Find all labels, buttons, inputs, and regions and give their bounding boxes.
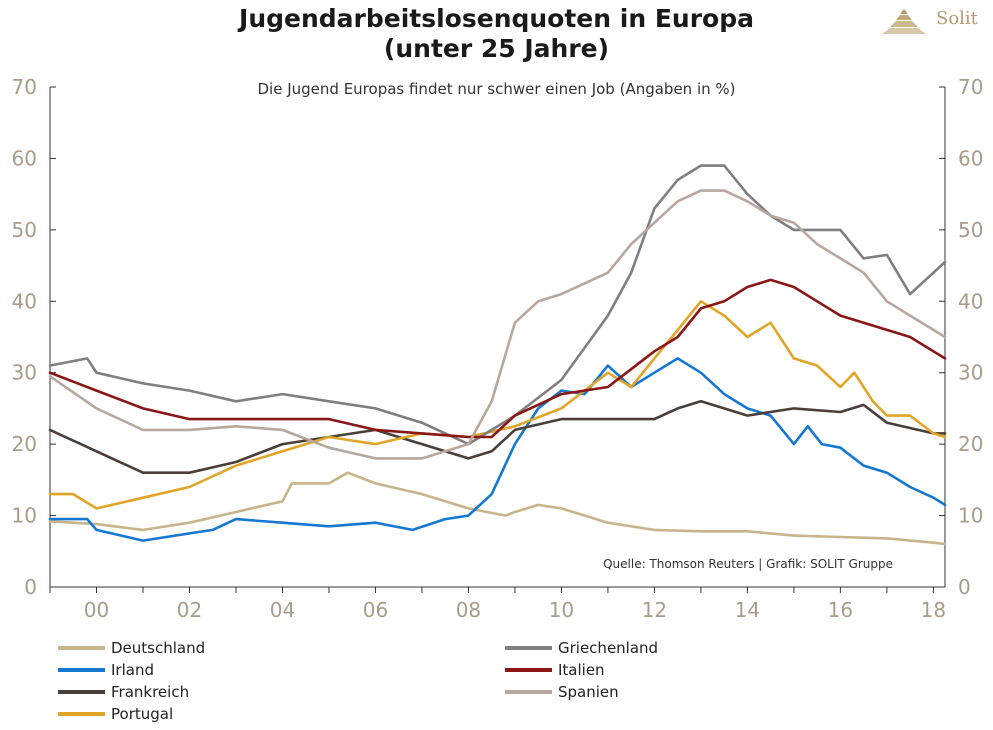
- y-tick-label-right: 20: [958, 432, 983, 456]
- y-tick-label-left: 20: [12, 432, 37, 456]
- legend-label: Portugal: [111, 705, 174, 723]
- chart-legend: Deutschland Irland Frankreich Portugal Griec…: [0, 636, 993, 730]
- chart-title-line2: (unter 25 Jahre): [383, 34, 610, 63]
- legend-swatch: [58, 668, 105, 672]
- y-tick-label-right: 70: [958, 75, 983, 99]
- legend-label: Griechenland: [558, 639, 659, 657]
- legend-swatch: [505, 690, 552, 694]
- legend-swatch: [58, 646, 105, 650]
- y-tick-label-left: 50: [12, 218, 37, 242]
- legend-swatch: [505, 646, 552, 650]
- legend-swatch: [505, 668, 552, 672]
- logo-text: Solit: [936, 8, 978, 29]
- x-tick-label: 12: [642, 598, 667, 622]
- legend-item-irland: Irland: [58, 659, 154, 681]
- series-line-irland: [48, 357, 947, 542]
- y-tick-label-left: 60: [12, 146, 37, 170]
- x-tick-label: 00: [84, 598, 109, 622]
- series-line-spanien: [48, 189, 947, 460]
- x-tick-label: 04: [270, 598, 295, 622]
- y-tick-label-right: 60: [958, 146, 983, 170]
- legend-item-deutschland: Deutschland: [58, 637, 205, 659]
- legend-item-frankreich: Frankreich: [58, 681, 189, 703]
- legend-label: Deutschland: [111, 639, 206, 657]
- y-tick-label-left: 0: [24, 575, 37, 599]
- legend-item-griechenland: Griechenland: [505, 637, 658, 659]
- legend-label: Spanien: [558, 683, 619, 701]
- pyramid-icon: [882, 9, 926, 34]
- y-tick-label-left: 70: [12, 75, 37, 99]
- source-note: Quelle: Thomson Reuters | Grafik: SOLIT …: [603, 557, 893, 571]
- solit-logo: Solit: [874, 6, 984, 36]
- y-tick-label-right: 40: [958, 289, 983, 313]
- chart-title-line1: Jugendarbeitslosenquoten in Europa: [239, 4, 754, 33]
- x-tick-label: 10: [549, 598, 574, 622]
- series-lines: [48, 164, 947, 546]
- x-tick-label: 08: [456, 598, 481, 622]
- x-tick-label: 02: [177, 598, 202, 622]
- y-tick-label-right: 10: [958, 504, 983, 528]
- series-line-deutschland: [48, 471, 947, 546]
- legend-label: Irland: [111, 661, 154, 679]
- y-tick-label-right: 30: [958, 361, 983, 385]
- legend-item-spanien: Spanien: [505, 681, 619, 703]
- y-tick-label-left: 10: [12, 504, 37, 528]
- y-tick-label-left: 30: [12, 361, 37, 385]
- legend-swatch: [58, 712, 105, 716]
- x-tick-label: 16: [828, 598, 853, 622]
- legend-swatch: [58, 690, 105, 694]
- legend-label: Italien: [558, 661, 605, 679]
- y-tick-label-right: 0: [958, 575, 971, 599]
- x-tick-label: 06: [363, 598, 388, 622]
- chart-subtitle: Die Jugend Europas findet nur schwer ein…: [257, 80, 736, 98]
- legend-item-italien: Italien: [505, 659, 605, 681]
- legend-label: Frankreich: [111, 683, 190, 701]
- x-tick-label: 14: [735, 598, 760, 622]
- series-line-portugal: [48, 300, 947, 510]
- x-tick-label: 18: [921, 598, 946, 622]
- legend-item-portugal: Portugal: [58, 703, 173, 725]
- y-tick-label-left: 40: [12, 289, 37, 313]
- y-tick-label-right: 50: [958, 218, 983, 242]
- series-line-griechenland: [48, 164, 947, 446]
- series-line-frankreich: [48, 400, 947, 474]
- series-line-italien: [48, 278, 947, 439]
